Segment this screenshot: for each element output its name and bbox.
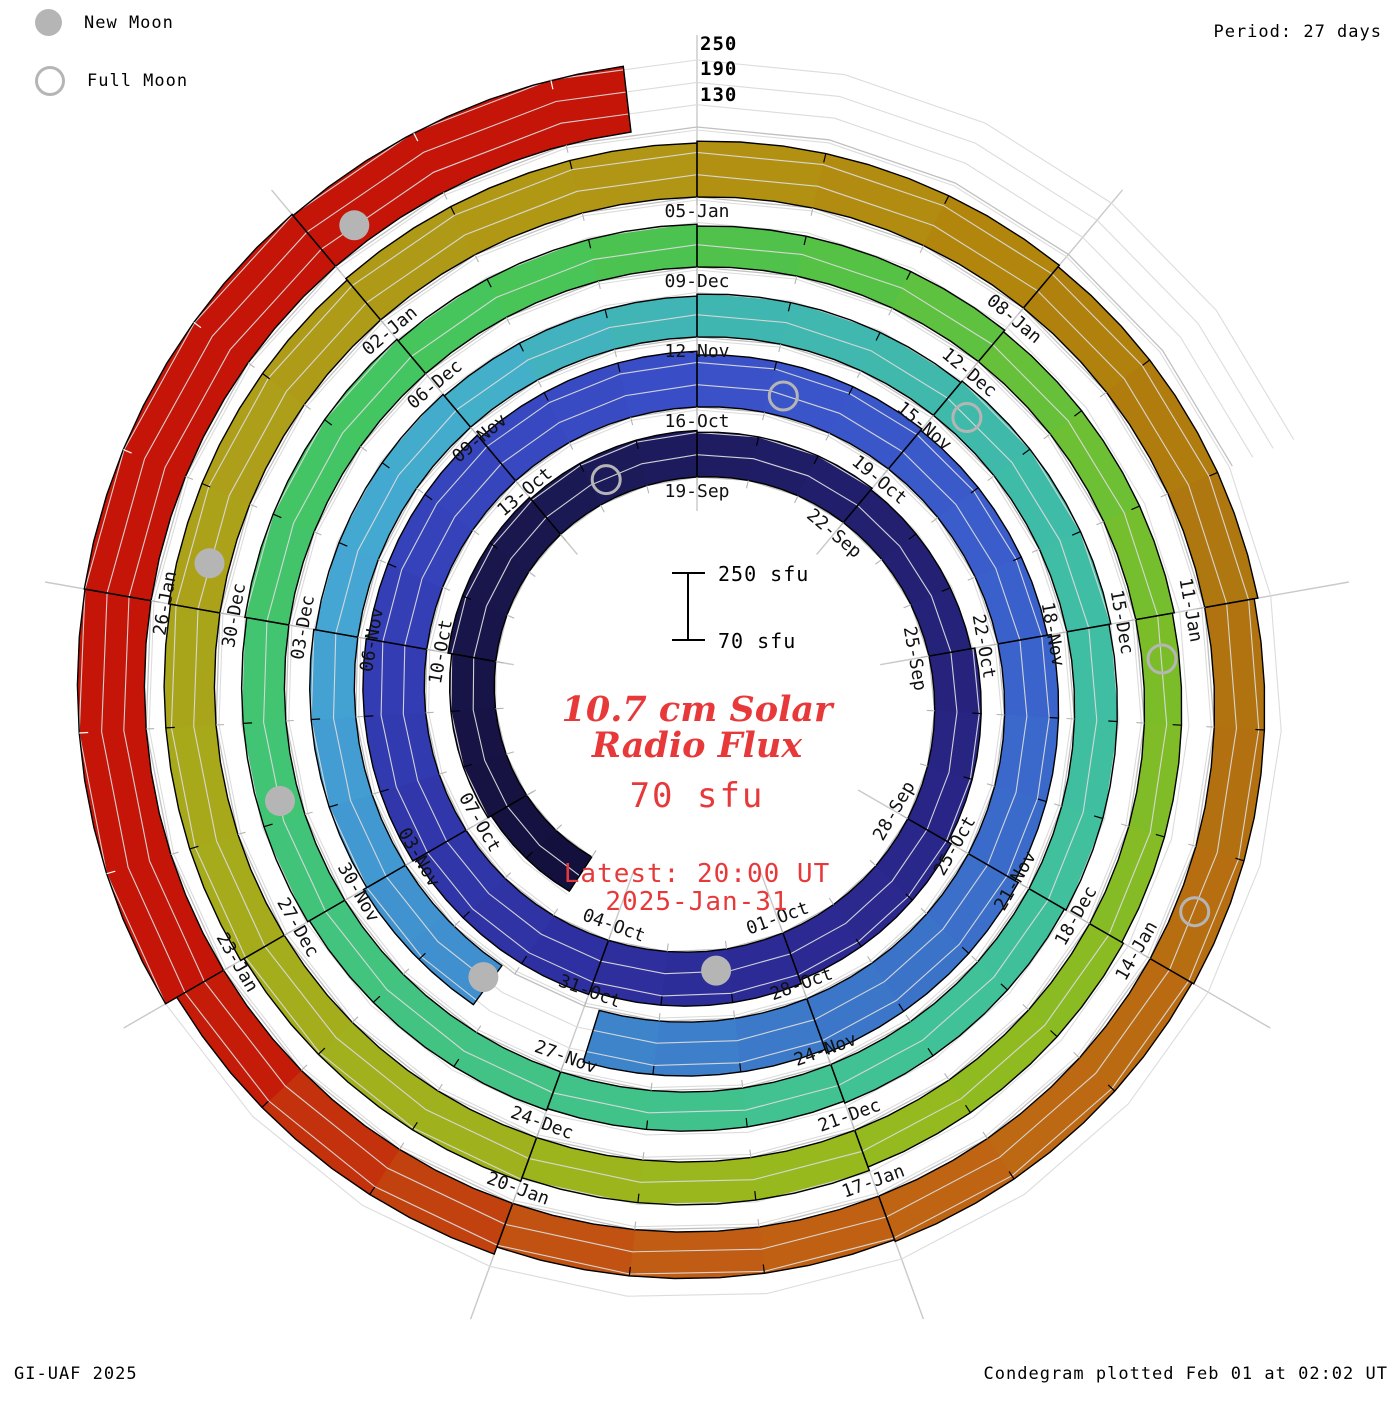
- latest-date: 2025-Jan-31: [447, 888, 947, 916]
- radial-scale-250: 250: [700, 33, 760, 55]
- plotted-timestamp: Condegram plotted Feb 01 at 02:02 UT: [984, 1364, 1388, 1384]
- radial-scale-190: 190: [700, 58, 760, 80]
- date-label: 09-Dec: [664, 271, 729, 292]
- latest-time: Latest: 20:00 UT: [447, 860, 947, 888]
- current-flux-value: 70 sfu: [447, 776, 947, 816]
- credit-label: GI-UAF 2025: [14, 1364, 138, 1384]
- new-moon-icon: [35, 9, 62, 36]
- date-label: 12-Nov: [664, 341, 729, 362]
- new-moon-marker: [468, 962, 498, 992]
- date-label: 19-Sep: [664, 481, 729, 502]
- new-moon-marker: [265, 786, 295, 816]
- flux-scalebar: [687, 573, 689, 640]
- new-moon-marker: [339, 210, 369, 240]
- full-moon-icon: [35, 66, 65, 96]
- date-label: 16-Oct: [664, 411, 729, 432]
- chart-title-line1: 10.7 cm Solar: [447, 692, 947, 728]
- new-moon-label: New Moon: [84, 13, 174, 33]
- date-label: 05-Jan: [664, 201, 729, 222]
- latest-observation: Latest: 20:00 UT 2025-Jan-31: [447, 860, 947, 916]
- period-label: Period: 27 days: [1213, 22, 1382, 42]
- center-text-block: 10.7 cm Solar Radio Flux 70 sfu Latest: …: [447, 692, 947, 916]
- flux-scalebar-max-label: 250 sfu: [718, 562, 809, 586]
- flux-scalebar-min-label: 70 sfu: [718, 629, 796, 653]
- new-moon-marker: [195, 548, 225, 578]
- chart-title-line2: Radio Flux: [447, 728, 947, 764]
- legend-full-moon: Full Moon: [35, 66, 188, 96]
- flux-scalebar-top-cap: [672, 572, 705, 574]
- radial-scale-130: 130: [700, 84, 760, 106]
- new-moon-marker: [701, 956, 731, 986]
- full-moon-label: Full Moon: [87, 71, 188, 91]
- legend-new-moon: New Moon: [35, 9, 174, 36]
- flux-scalebar-bottom-cap: [672, 639, 705, 641]
